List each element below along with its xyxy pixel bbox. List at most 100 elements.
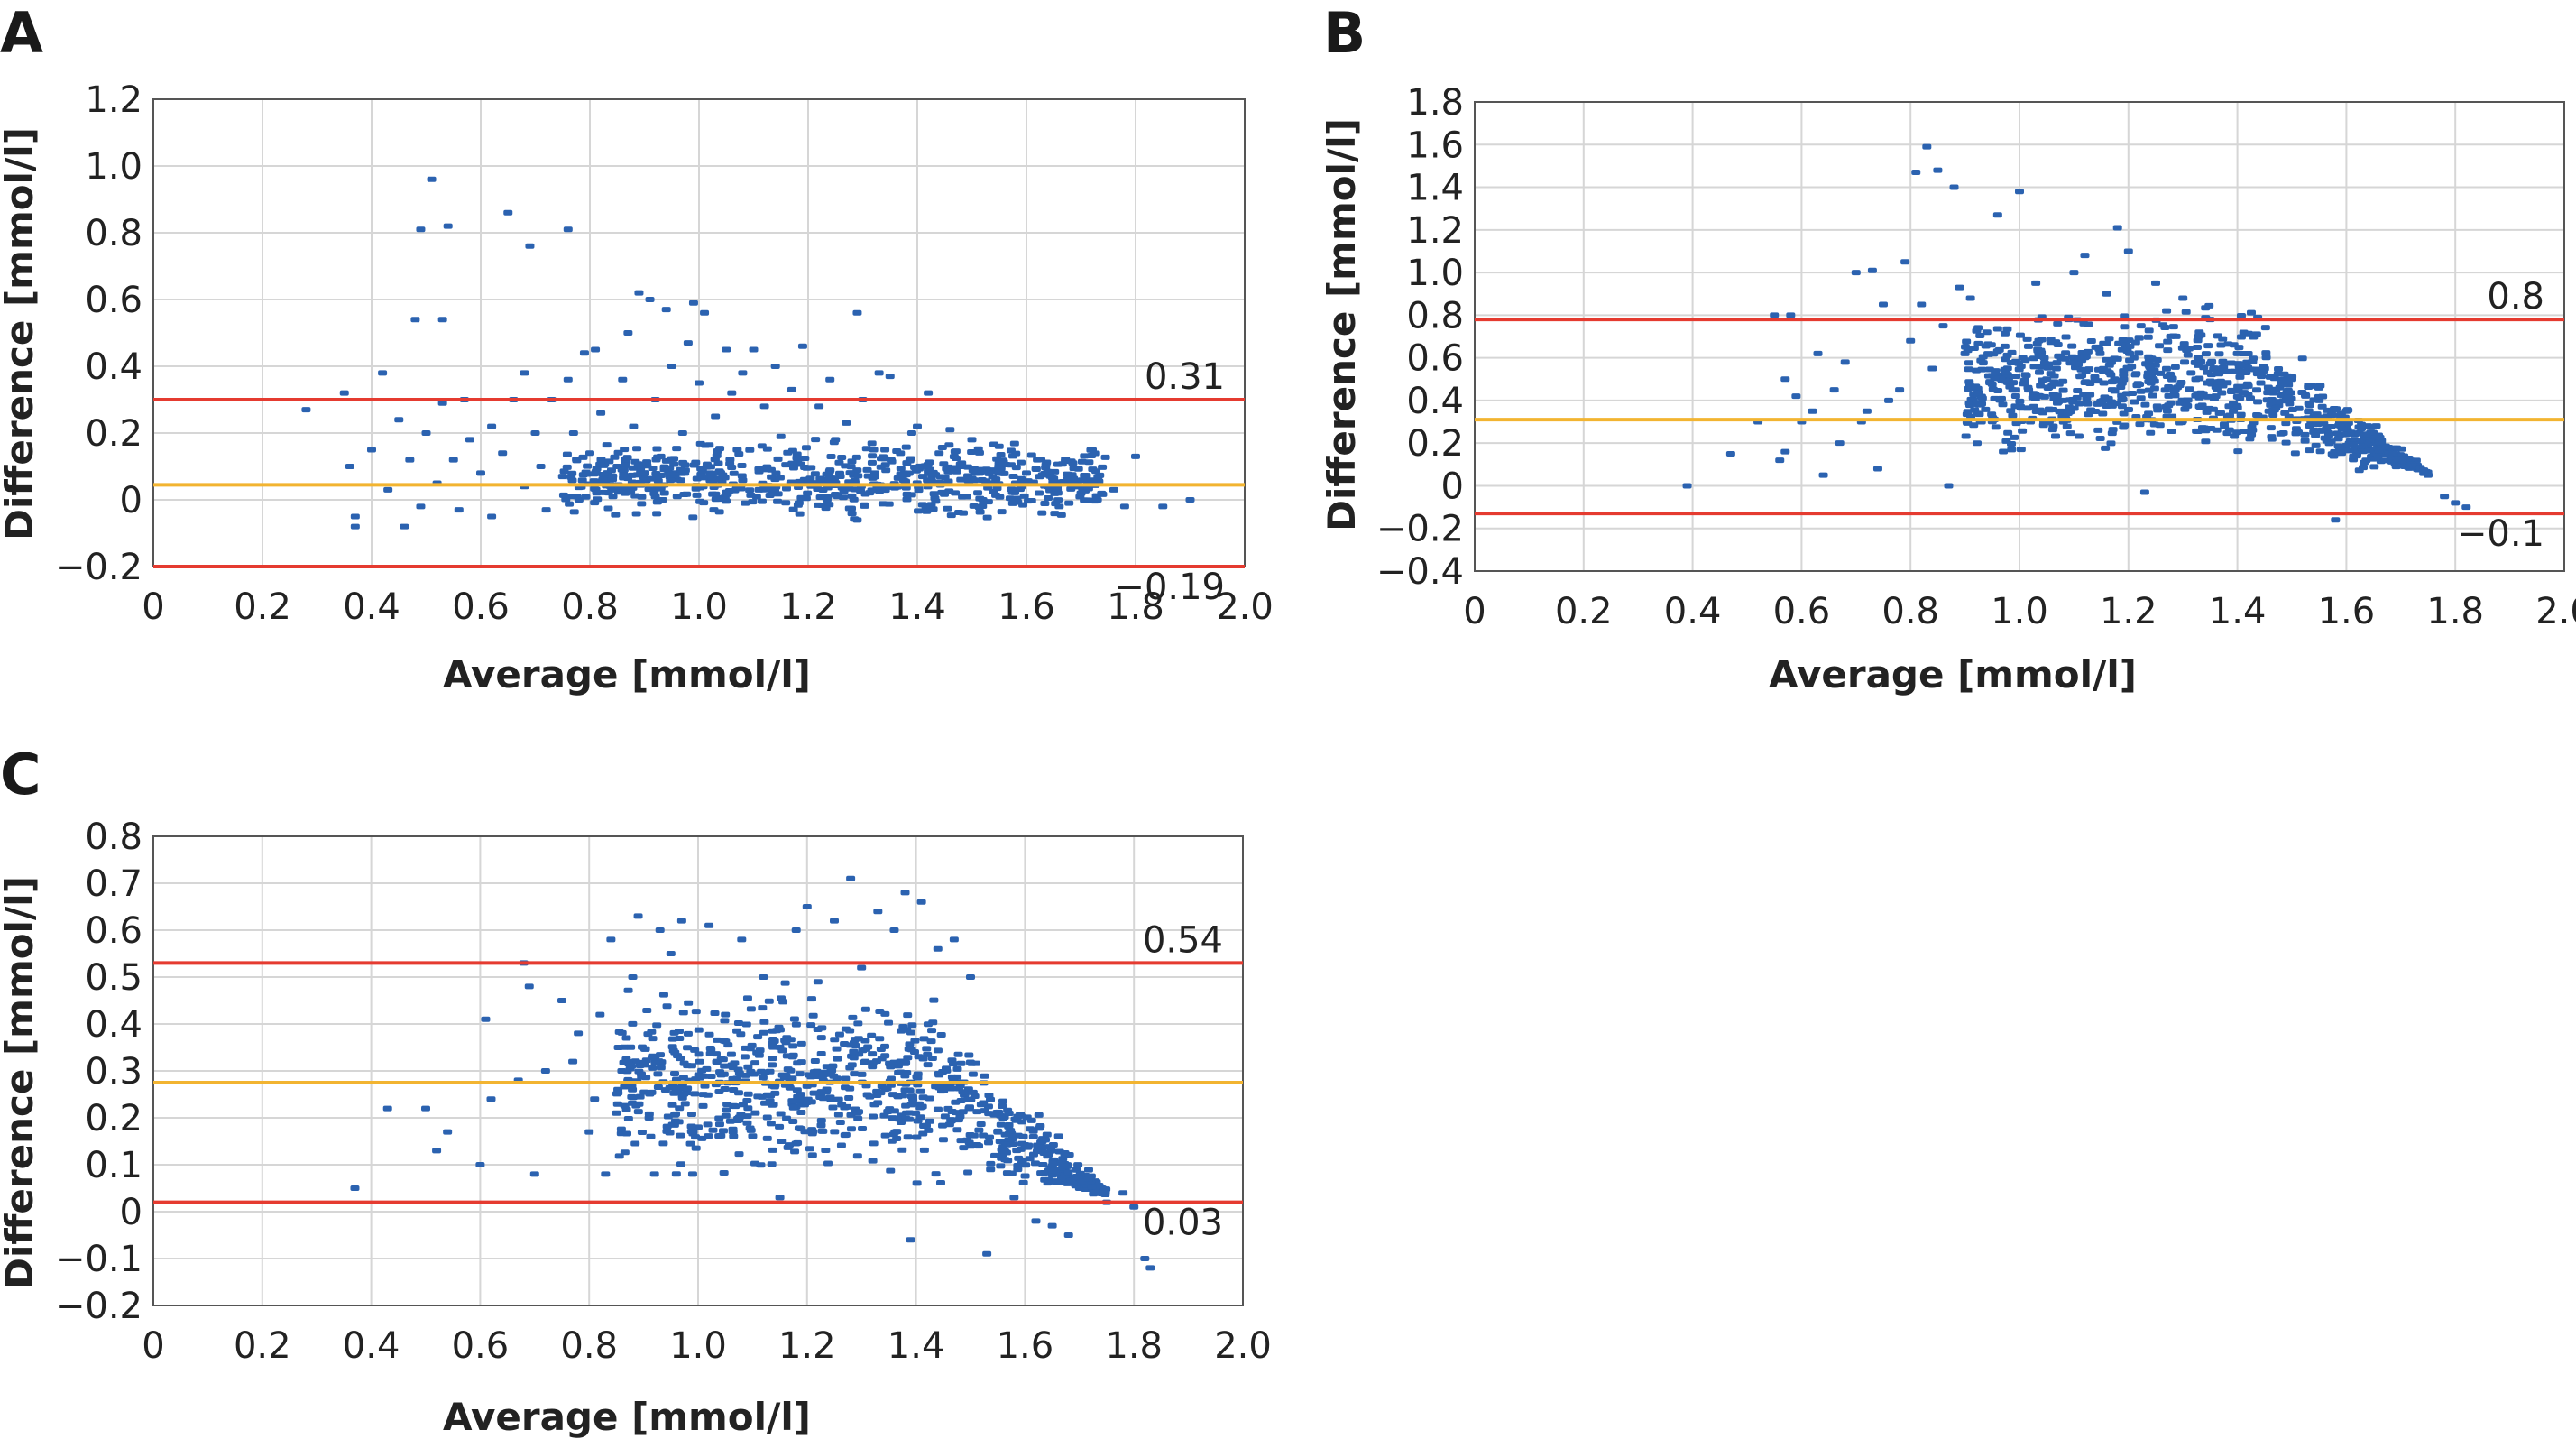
- data-point: [623, 987, 633, 993]
- data-point: [524, 983, 534, 990]
- data-point: [767, 474, 777, 480]
- data-point: [606, 467, 616, 474]
- data-point: [2201, 438, 2211, 445]
- data-point: [745, 447, 755, 453]
- data-point: [948, 465, 958, 471]
- data-point: [2131, 371, 2141, 377]
- data-point: [983, 499, 993, 505]
- data-point: [708, 1127, 718, 1133]
- data-point: [868, 453, 878, 459]
- data-point: [1129, 1204, 1139, 1210]
- data-point: [2166, 371, 2176, 377]
- data-point: [852, 1153, 862, 1159]
- data-point: [633, 913, 643, 919]
- data-point: [955, 461, 965, 467]
- data-point: [653, 477, 663, 484]
- x-tick-label: 1.2: [778, 1325, 836, 1367]
- data-point: [2218, 358, 2228, 364]
- data-point: [465, 437, 474, 443]
- data-point: [1955, 284, 1964, 291]
- data-point: [1018, 1179, 1028, 1185]
- data-point: [743, 1064, 753, 1070]
- data-point: [621, 462, 630, 468]
- data-point: [817, 1025, 827, 1031]
- upper-limit-value: 0.31: [1145, 356, 1225, 398]
- data-point: [1072, 1167, 1081, 1173]
- data-point: [729, 1133, 739, 1139]
- data-point: [592, 490, 602, 496]
- data-point: [541, 507, 551, 513]
- data-point: [773, 456, 783, 462]
- data-point: [902, 491, 912, 497]
- data-point: [2028, 394, 2038, 401]
- data-point: [642, 1008, 652, 1014]
- data-point: [2038, 422, 2048, 429]
- data-point: [2235, 374, 2245, 380]
- data-point: [579, 350, 589, 356]
- data-point: [929, 997, 939, 1003]
- data-point: [914, 508, 924, 514]
- data-point: [612, 1091, 621, 1097]
- data-point: [732, 1117, 742, 1123]
- data-point: [649, 1171, 659, 1177]
- data-point: [719, 1169, 729, 1176]
- plot-b: 00.20.40.60.81.01.21.41.61.82.0−0.4−0.20…: [1376, 82, 2576, 632]
- data-point: [2052, 392, 2062, 399]
- data-point: [2228, 408, 2238, 414]
- data-point: [742, 995, 752, 1001]
- data-point: [958, 494, 968, 500]
- data-point: [2381, 444, 2391, 450]
- data-point: [2074, 355, 2084, 361]
- data-point: [2314, 384, 2323, 391]
- panel-letter-c: C: [0, 742, 41, 807]
- data-point: [896, 466, 906, 472]
- data-point: [776, 1111, 786, 1117]
- data-point: [1056, 1159, 1066, 1166]
- data-point: [691, 1145, 701, 1151]
- data-point: [2130, 339, 2140, 346]
- x-tick-label: 0.6: [452, 586, 510, 628]
- data-point: [2010, 358, 2020, 364]
- data-point: [830, 1129, 840, 1135]
- y-tick-label: 0.8: [1406, 295, 1464, 337]
- data-point: [934, 1072, 944, 1078]
- data-point: [686, 1129, 696, 1135]
- data-point: [2047, 427, 2057, 433]
- data-point: [946, 512, 956, 519]
- data-point: [2329, 453, 2339, 459]
- data-point: [682, 491, 692, 497]
- data-point: [1044, 494, 1053, 501]
- data-point: [788, 1043, 798, 1049]
- data-point: [2122, 391, 2132, 397]
- data-point: [789, 1016, 799, 1022]
- data-point: [733, 1019, 743, 1026]
- data-point: [616, 1126, 626, 1132]
- data-point: [1004, 1111, 1014, 1117]
- data-point: [1076, 1178, 1086, 1185]
- data-point: [2280, 410, 2290, 416]
- data-point: [648, 1036, 658, 1042]
- data-point: [906, 1237, 915, 1243]
- data-point: [2250, 366, 2260, 373]
- data-point: [618, 376, 628, 383]
- data-point: [678, 459, 688, 466]
- data-point: [898, 472, 908, 478]
- data-point: [645, 297, 655, 302]
- data-point: [883, 1109, 893, 1115]
- data-point: [1073, 466, 1083, 472]
- data-point: [969, 1132, 979, 1139]
- x-tick-label: 1.8: [2426, 591, 2484, 632]
- data-point: [777, 1047, 787, 1054]
- data-point: [976, 1121, 986, 1127]
- data-point: [737, 462, 747, 468]
- data-point: [2009, 380, 2019, 386]
- data-point: [2056, 408, 2066, 414]
- data-point: [627, 472, 637, 478]
- data-point: [568, 1058, 578, 1065]
- data-point: [454, 507, 464, 513]
- data-point: [695, 380, 704, 386]
- data-point: [2263, 390, 2273, 396]
- data-point: [2035, 354, 2045, 360]
- data-point: [675, 1105, 685, 1112]
- data-point: [2331, 517, 2341, 523]
